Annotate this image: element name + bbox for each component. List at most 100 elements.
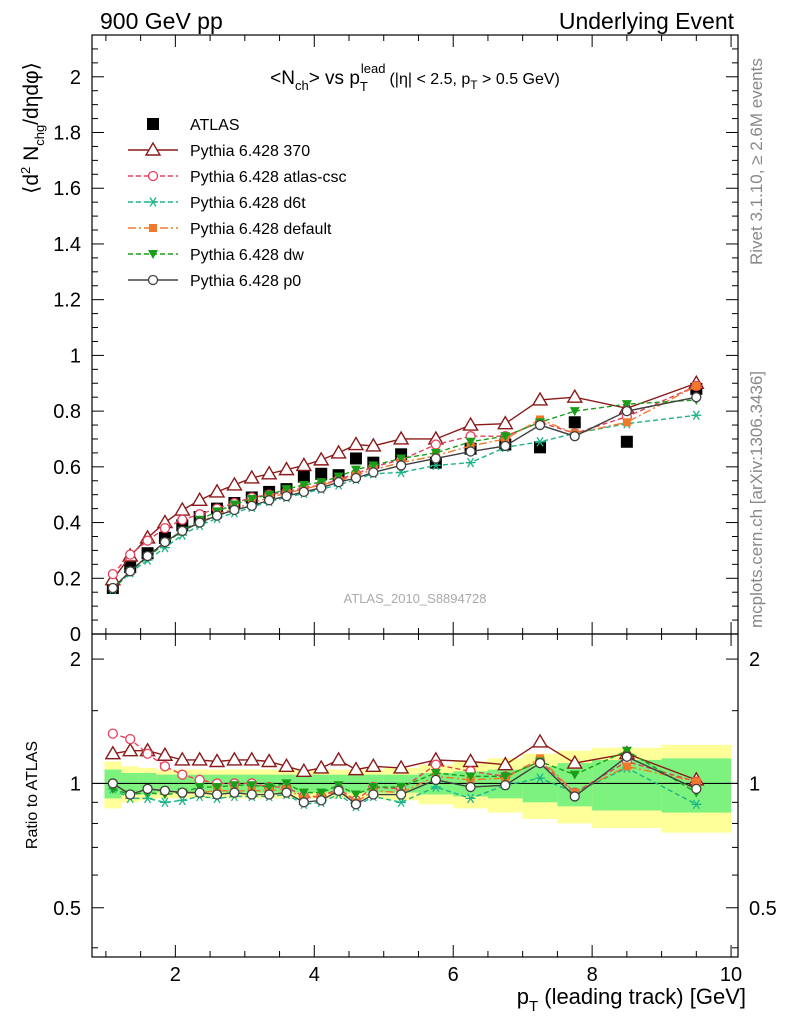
ratio-data-point: [622, 762, 631, 771]
data-point: [226, 476, 243, 491]
ratio-data-point: [465, 781, 476, 793]
main-y-tick-label: 0.2: [53, 568, 81, 590]
ratio-data-point: [174, 751, 191, 766]
ratio-data-point: [350, 790, 361, 800]
data-point: [298, 486, 310, 498]
ratio-data-point: [142, 748, 153, 759]
x-tick-label: 10: [720, 964, 742, 986]
data-point: [349, 452, 362, 465]
main-y-tick-label: 1.8: [53, 123, 81, 145]
ratio-data-point: [263, 789, 275, 800]
data-point: [142, 550, 153, 562]
ratio-data-point: [691, 783, 702, 795]
legend-marker: [144, 141, 162, 156]
ratio-data-point: [395, 789, 407, 800]
ratio-data-point: [229, 781, 240, 791]
legend-label: Pythia 6.428 dw: [190, 247, 304, 264]
ratio-data-point: [159, 761, 171, 772]
series-line: [112, 382, 697, 581]
x-tick-label: 6: [448, 964, 459, 986]
data-point: [297, 470, 310, 483]
ratio-data-point: [194, 787, 205, 798]
ratio-data-point: [159, 785, 171, 796]
data-point: [531, 391, 549, 406]
ratio-data-point: [298, 797, 310, 808]
data-point: [174, 501, 191, 516]
mcplots-label: mcplots.cern.ch [arXiv:1306.3436]: [747, 371, 766, 628]
rivet-label: Rivet 3.1.10, ≥ 2.6M events: [747, 58, 766, 265]
legend-entry: Pythia 6.428 370: [128, 141, 310, 160]
data-point: [569, 407, 580, 417]
legend-entry: Pythia 6.428 atlas-csc: [128, 169, 347, 186]
ratio-data-point: [142, 783, 153, 795]
data-point: [620, 435, 633, 448]
main-y-tick-label: 0.8: [53, 401, 81, 423]
data-point: [278, 461, 295, 476]
ratio-y-tick-label: 2: [70, 649, 81, 671]
data-point: [107, 582, 118, 594]
ratio-data-point: [569, 791, 580, 802]
legend-marker: [147, 274, 159, 286]
data-point: [159, 522, 171, 534]
series-pythia-6-428-p0: [107, 392, 702, 594]
legend-entry: Pythia 6.428 dw: [128, 247, 304, 264]
main-y-tick-label: 0.4: [53, 513, 81, 535]
ratio-data-point: [462, 753, 479, 768]
ratio-data-point: [396, 783, 407, 793]
data-point: [465, 437, 476, 447]
ratio-data-point: [281, 779, 292, 789]
ratio-data-point: [260, 753, 278, 768]
main-y-tick-label: 2: [70, 67, 81, 89]
ratio-data-point: [156, 746, 174, 761]
data-point: [211, 510, 223, 521]
ratio-data-point: [246, 781, 257, 791]
data-point: [194, 517, 205, 528]
data-point: [313, 451, 330, 466]
legend-marker: [149, 224, 157, 232]
ratio-data-point: [107, 728, 118, 739]
series-line: [112, 385, 697, 589]
data-point: [208, 483, 226, 498]
ratio-data-point: [316, 788, 327, 798]
ratio-data-point: [298, 788, 309, 798]
ratio-data-point: [211, 789, 223, 800]
x-tick-label: 8: [587, 964, 598, 986]
ratio-data-point: [569, 770, 580, 780]
data-point: [691, 392, 702, 403]
ratio-plot-frame: [91, 633, 739, 958]
legend-marker: [147, 170, 159, 182]
data-point: [125, 566, 136, 577]
legend-marker: [148, 250, 158, 259]
data-point: [246, 494, 257, 504]
ratio-data-point: [177, 769, 188, 780]
ratio-series-line: [112, 767, 697, 808]
ratio-data-point: [330, 751, 347, 766]
ratio-data-point: [430, 774, 441, 786]
series-pythia-6-428-atlas-csc: [107, 380, 702, 580]
data-point: [465, 457, 476, 468]
ratio-series-pythia-6-428-p0: [107, 751, 702, 810]
ratio-data-point: [465, 772, 476, 782]
data-point: [365, 437, 382, 452]
ratio-data-point: [347, 761, 365, 776]
series-line: [112, 399, 697, 590]
ratio-data-point: [500, 772, 511, 782]
series-atlas: [106, 382, 703, 595]
data-point: [142, 535, 153, 546]
ratio-data-point: [566, 754, 583, 769]
data-point: [107, 568, 118, 580]
ratio-data-point: [316, 795, 327, 806]
main-y-tick-label: 1.4: [53, 234, 81, 256]
data-point: [430, 453, 441, 464]
x-tick-label: 2: [170, 964, 181, 986]
data-point: [260, 465, 278, 480]
ratio-data-point: [621, 746, 632, 756]
data-point: [392, 430, 410, 445]
ratio-data-point: [430, 768, 441, 778]
data-point: [315, 467, 328, 480]
main-plot-title: <Nch> vs pTlead(|η| < 2.5, pT > 0.5 GeV): [270, 61, 560, 94]
legend-label: Pythia 6.428 370: [190, 143, 310, 160]
ratio-data-point: [365, 757, 382, 773]
data-point: [350, 465, 361, 475]
